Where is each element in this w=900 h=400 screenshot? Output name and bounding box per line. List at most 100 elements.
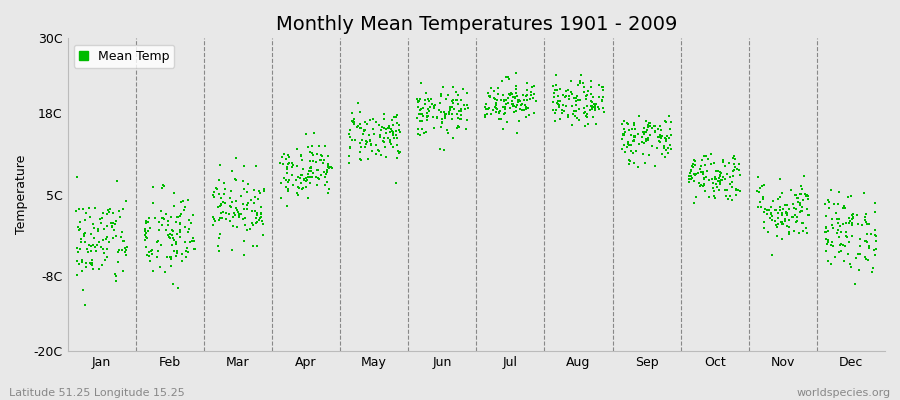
Point: [248, 207, 263, 214]
Point: [709, 184, 724, 190]
Point: [302, 168, 317, 174]
Point: [822, 205, 836, 212]
Point: [434, 109, 448, 116]
Point: [242, 226, 256, 232]
Point: [185, 212, 200, 218]
Point: [497, 97, 511, 103]
Point: [413, 132, 428, 138]
Point: [88, 248, 103, 254]
Point: [391, 142, 405, 148]
Point: [356, 130, 370, 137]
Point: [366, 131, 381, 138]
Point: [234, 211, 248, 218]
Point: [143, 258, 157, 264]
Point: [106, 226, 121, 233]
Point: [434, 90, 448, 97]
Point: [93, 216, 107, 222]
Point: [427, 124, 441, 131]
Point: [727, 152, 742, 159]
Point: [788, 192, 803, 198]
Point: [346, 119, 361, 125]
Point: [779, 209, 794, 216]
Point: [686, 161, 700, 167]
Point: [281, 151, 295, 158]
Point: [637, 160, 652, 166]
Point: [661, 150, 675, 156]
Point: [506, 94, 520, 101]
Point: [248, 194, 262, 200]
Point: [246, 222, 260, 228]
Point: [715, 170, 729, 176]
Point: [616, 121, 630, 127]
Point: [643, 123, 657, 129]
Point: [305, 170, 320, 176]
Point: [572, 105, 587, 112]
Point: [76, 231, 91, 237]
Point: [780, 202, 795, 208]
Point: [662, 135, 677, 142]
Point: [254, 204, 268, 210]
Point: [713, 173, 727, 180]
Point: [832, 216, 846, 222]
Point: [782, 224, 796, 230]
Point: [655, 150, 670, 157]
Point: [550, 87, 564, 93]
Point: [410, 99, 425, 105]
Point: [296, 176, 310, 183]
Point: [389, 114, 403, 120]
Point: [491, 91, 505, 98]
Point: [100, 223, 114, 230]
Point: [487, 95, 501, 101]
Point: [100, 254, 114, 260]
Point: [233, 192, 248, 199]
Point: [570, 115, 584, 121]
Point: [293, 153, 308, 159]
Point: [174, 199, 188, 206]
Point: [119, 252, 133, 258]
Point: [155, 215, 169, 221]
Point: [616, 117, 631, 124]
Point: [634, 134, 649, 140]
Point: [516, 92, 530, 98]
Point: [770, 215, 785, 221]
Point: [833, 242, 848, 248]
Point: [185, 238, 200, 244]
Point: [720, 187, 734, 193]
Point: [415, 118, 429, 124]
Point: [415, 126, 429, 133]
Point: [162, 234, 176, 240]
Point: [182, 216, 196, 223]
Point: [796, 173, 811, 179]
Point: [420, 95, 435, 102]
Point: [637, 131, 652, 137]
Point: [182, 226, 196, 232]
Point: [84, 242, 98, 249]
Point: [853, 243, 868, 249]
Point: [663, 132, 678, 138]
Point: [526, 83, 541, 89]
Point: [566, 110, 580, 117]
Point: [416, 113, 430, 119]
Point: [726, 168, 741, 174]
Point: [565, 122, 580, 128]
Point: [320, 168, 334, 175]
Point: [138, 237, 152, 243]
Point: [755, 195, 770, 202]
Point: [651, 134, 665, 140]
Point: [211, 204, 225, 210]
Point: [414, 106, 428, 112]
Point: [648, 122, 662, 129]
Point: [379, 130, 393, 136]
Point: [628, 126, 643, 132]
Point: [168, 241, 183, 247]
Point: [244, 197, 258, 204]
Point: [108, 218, 122, 224]
Point: [627, 133, 642, 140]
Point: [479, 106, 493, 112]
Point: [821, 227, 835, 234]
Point: [443, 106, 457, 113]
Point: [643, 120, 657, 126]
Point: [562, 112, 576, 119]
Point: [795, 219, 809, 226]
Point: [768, 207, 782, 214]
